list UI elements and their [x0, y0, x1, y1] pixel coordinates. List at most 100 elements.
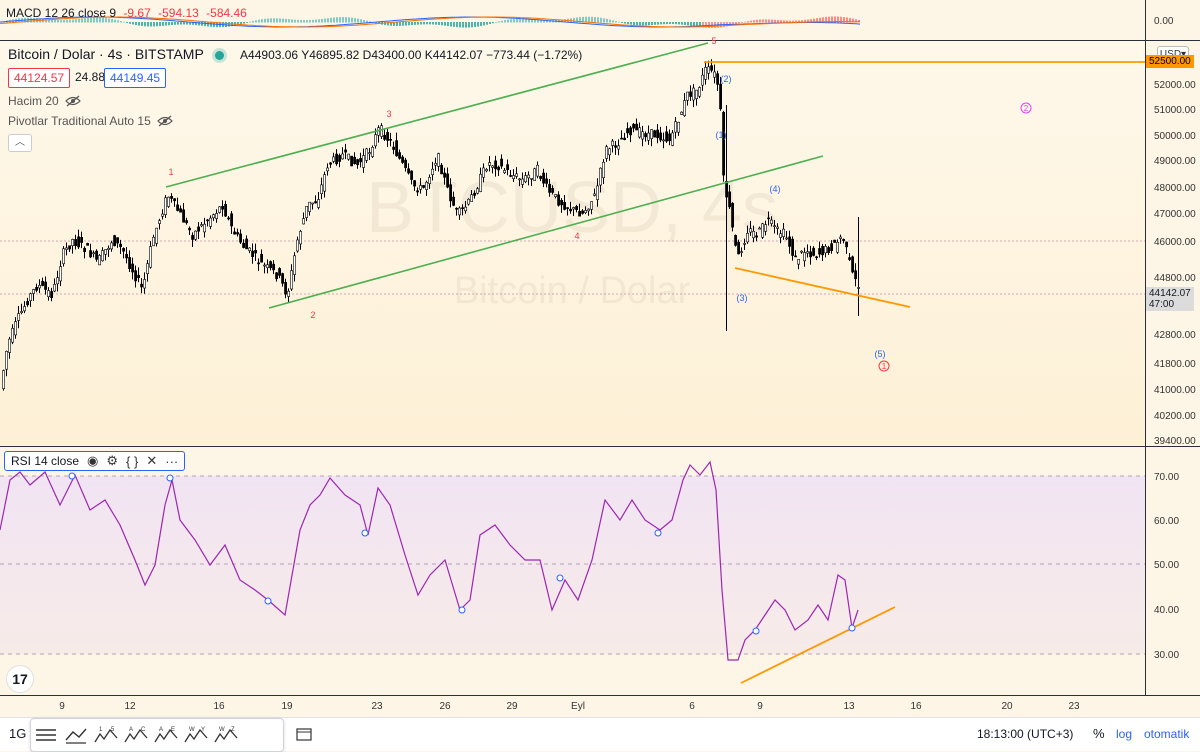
candle-body: [770, 219, 774, 224]
macd-histogram-bar: [255, 20, 257, 23]
buy-price-button[interactable]: 44149.45: [104, 68, 167, 88]
macd-signal-line: [0, 16, 861, 28]
indicator-legend-pivots[interactable]: Pivotlar Traditional Auto 15: [8, 114, 173, 128]
macd-legend[interactable]: MACD 12 26 close 9 -9.67 -594.13 -584.46: [6, 6, 247, 20]
candle-body: [242, 242, 246, 248]
price-axis-bg[interactable]: [1145, 0, 1200, 695]
percent-scale-toggle[interactable]: %: [1093, 726, 1105, 741]
candle-body: [623, 137, 627, 140]
candle-body: [176, 204, 180, 211]
candle-body: [17, 313, 21, 321]
candle-body: [224, 203, 228, 217]
macd-histogram-bar: [294, 19, 296, 23]
candle-body: [734, 235, 738, 246]
source-code-icon[interactable]: { }: [126, 453, 139, 469]
candle-body: [83, 247, 87, 252]
candle-body: [203, 223, 207, 233]
candle-body: [719, 83, 723, 110]
candle-body: [392, 146, 396, 150]
gear-icon[interactable]: ⚙: [106, 453, 119, 468]
drawings-layer[interactable]: 1 2 3 4 5 (2) (1) (4) (3) (5) 2 1: [165, 36, 1145, 684]
macd-histogram-bar: [411, 22, 413, 26]
market-status-dot-icon[interactable]: [215, 51, 225, 61]
cursor-lines-icon[interactable]: [31, 720, 61, 750]
glyph-text: W: [219, 727, 225, 733]
macd-histogram-bar: [435, 22, 437, 25]
macd-histogram-bar: [582, 16, 584, 23]
macd-histogram-bar: [207, 22, 209, 27]
subwave-label-3: (3): [737, 293, 748, 303]
macd-histogram-bar: [354, 18, 356, 23]
macd-histogram-bar: [804, 19, 806, 23]
log-scale-toggle[interactable]: log: [1116, 727, 1133, 741]
rsi-pivot-marker: [458, 606, 466, 614]
macd-histogram-bar: [603, 18, 605, 23]
axes-labels: 52000.00 51000.00 50000.00 49000.00 48000.00…: [59, 16, 1196, 712]
macd-histogram-bar: [198, 22, 200, 26]
rsi-legend[interactable]: RSI 14 close ◉ ⚙ { } ✕ ···: [4, 451, 186, 471]
time-axis-label: 6: [689, 701, 695, 712]
candle-body: [128, 257, 132, 269]
hidden-eye-icon[interactable]: [156, 115, 173, 127]
candle-body: [311, 202, 315, 205]
indicator-legend-volume[interactable]: Hacim 20: [8, 94, 81, 108]
candle-body: [836, 242, 840, 253]
macd-histogram-bar: [33, 17, 35, 23]
sell-price-button[interactable]: 44124.57: [8, 68, 71, 88]
close-icon[interactable]: ✕: [146, 453, 158, 468]
timeframe-button[interactable]: 1G: [9, 726, 27, 741]
macd-histogram-bar: [609, 19, 611, 23]
candle-body: [587, 208, 591, 212]
candle-body: [665, 131, 669, 142]
tradingview-logo-icon[interactable]: 17: [6, 665, 34, 693]
candle-body: [731, 202, 735, 228]
trend-lines-icon[interactable]: [61, 720, 91, 750]
candle-body: [254, 250, 258, 254]
calendar-icon[interactable]: [296, 727, 312, 741]
candle-body: [152, 236, 156, 247]
auto-scale-toggle[interactable]: otomatik: [1144, 727, 1190, 741]
eye-icon[interactable]: ◉: [87, 453, 99, 468]
macd-histogram-bar: [360, 19, 362, 23]
rsi-pivot-marker: [166, 474, 174, 482]
candle-body: [215, 213, 219, 219]
macd-histogram-bar: [573, 17, 575, 23]
candle-body: [743, 243, 747, 245]
symbol-title[interactable]: Bitcoin / Dolar · 4s · BITSTAMP: [8, 46, 204, 62]
collapse-legend-button[interactable]: ︿: [8, 134, 32, 152]
candle-body: [641, 131, 645, 140]
macd-histogram-bar: [132, 22, 134, 25]
time-axis-bg[interactable]: [0, 695, 1200, 717]
macd-pane[interactable]: [0, 0, 1145, 40]
macd-histogram-bar: [816, 18, 818, 23]
macd-histogram-bar: [447, 22, 449, 27]
macd-histogram-bar: [204, 22, 206, 27]
clock-timezone[interactable]: 18:13:00 (UTC+3): [977, 727, 1074, 741]
main-series-legend[interactable]: Bitcoin / Dolar · 4s · BITSTAMP A44903.0…: [8, 46, 582, 62]
candle-body: [797, 259, 801, 265]
macd-histogram-bar: [291, 19, 293, 23]
rsi-plot: [0, 460, 859, 661]
candle-body: [788, 236, 792, 247]
macd-histogram-bar: [177, 22, 179, 25]
macd-histogram-bar: [456, 22, 458, 28]
watermark-description: Bitcoin / Dolar: [454, 270, 691, 312]
more-icon[interactable]: ···: [165, 453, 179, 469]
macd-histogram-bar: [561, 19, 563, 23]
glyph-text: E: [171, 727, 175, 733]
macd-histogram-bar: [336, 17, 338, 23]
candle-body: [812, 247, 816, 256]
macd-histogram-bar: [813, 18, 815, 23]
price-pane[interactable]: [0, 41, 1145, 445]
macd-histogram-bar: [510, 19, 512, 23]
hidden-eye-icon[interactable]: [64, 95, 81, 107]
macd-histogram-bar: [72, 19, 74, 23]
candle-body: [287, 290, 291, 297]
